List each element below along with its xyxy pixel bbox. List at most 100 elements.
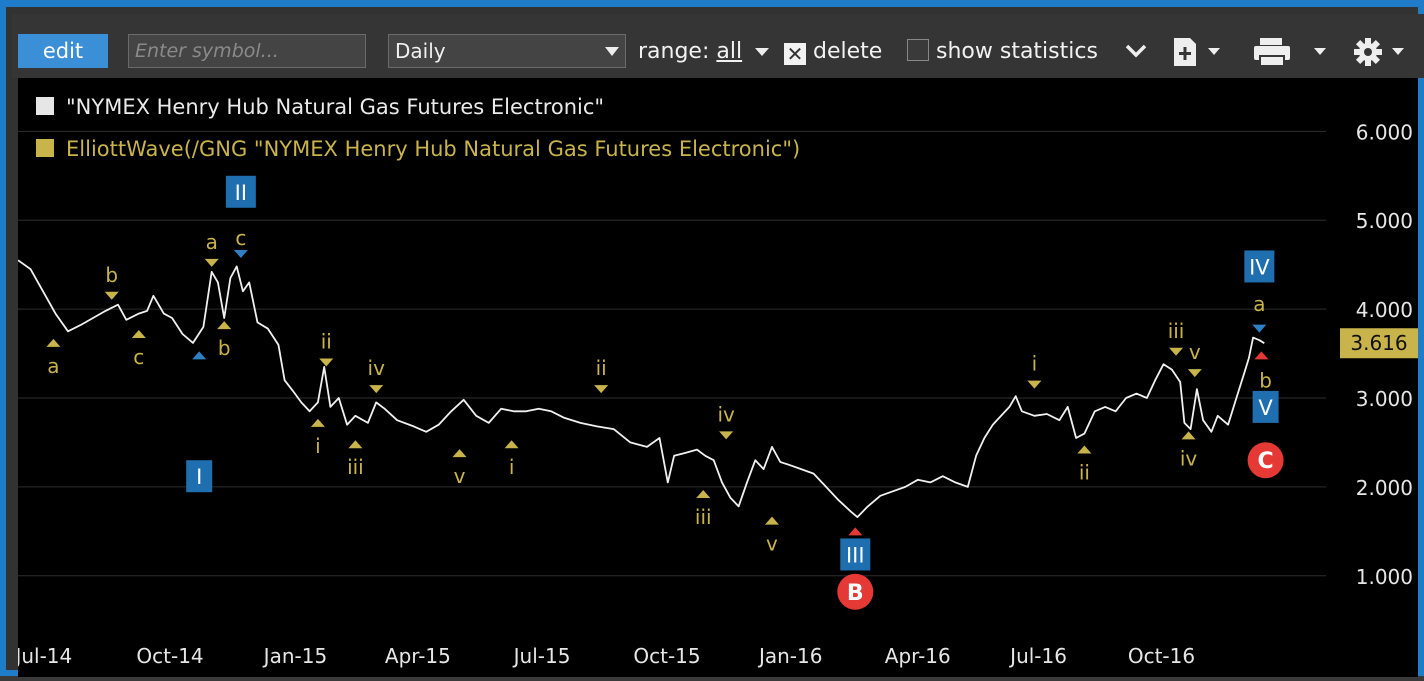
y-tick-label: 5.000 — [1356, 209, 1413, 233]
expand-button[interactable] — [1124, 36, 1148, 74]
wave-label: iii — [695, 505, 712, 529]
settings-menu-button[interactable] — [1354, 36, 1420, 78]
wave-label-down-marker — [1169, 347, 1184, 356]
wave-label-up-marker — [217, 321, 232, 330]
export-menu-button[interactable] — [1172, 36, 1228, 78]
y-tick-label: 2.000 — [1356, 476, 1413, 500]
wave-label-down-marker — [1187, 369, 1202, 378]
wave-label: i — [315, 434, 321, 458]
study-legend-label: ElliottWave(/GNG "NYMEX Henry Hub Natura… — [66, 137, 800, 161]
wave-label-up-marker — [1077, 445, 1092, 454]
legend: "NYMEX Henry Hub Natural Gas Futures Ele… — [36, 95, 800, 161]
wave-label: a — [47, 354, 59, 378]
wave-label-text: v — [766, 532, 778, 556]
print-menu-button[interactable] — [1252, 36, 1328, 78]
range-dropdown[interactable]: range: all — [638, 36, 770, 68]
wave-label: iii — [347, 455, 364, 479]
wave-label-down-marker — [719, 431, 734, 440]
x-tick-label: Apr-15 — [385, 644, 451, 668]
y-tick-label: 4.000 — [1356, 298, 1413, 322]
wave-label: iv — [368, 356, 386, 380]
wave-label-text: iv — [717, 402, 735, 426]
wave-label: iii — [1168, 319, 1185, 343]
major-wave-badge — [186, 460, 213, 493]
study-legend-swatch — [36, 139, 54, 157]
wave-label-down-marker — [319, 358, 334, 367]
wave-label: iv — [1180, 446, 1198, 470]
wave-label-text: b — [1259, 368, 1272, 392]
printer-icon — [1254, 38, 1326, 67]
wave-label-text: c — [235, 226, 246, 250]
major-wave-badge — [1244, 250, 1275, 283]
wave-pivot-marker — [192, 351, 207, 360]
wave-label-text: ii — [596, 356, 607, 380]
wave-label-up-marker — [696, 490, 711, 498]
wave-label: v — [1189, 340, 1201, 364]
wave-label-up-marker — [131, 330, 146, 338]
range-value: all — [716, 39, 743, 64]
major-wave-badge — [1252, 390, 1279, 423]
chevron-down-icon — [605, 47, 619, 56]
show-statistics-checkbox[interactable]: show statistics — [907, 36, 1098, 68]
show-statistics-label: show statistics — [936, 39, 1098, 64]
x-tick-label: Oct-14 — [136, 644, 203, 668]
period-select[interactable]: Daily — [388, 34, 626, 68]
wave-label-text: i — [1032, 352, 1038, 376]
red-pivot-marker — [848, 527, 863, 536]
wave-label: b — [218, 336, 231, 360]
edit-button[interactable]: edit — [18, 34, 108, 68]
circle-marker — [837, 573, 874, 610]
y-tick-label: 6.000 — [1356, 120, 1413, 144]
circle-marker-label: B — [847, 581, 864, 606]
circle-marker — [1247, 442, 1284, 479]
x-tick-label: Jan-16 — [757, 644, 823, 668]
y-tick-label: 3.000 — [1356, 387, 1413, 411]
price-legend-label: "NYMEX Henry Hub Natural Gas Futures Ele… — [66, 95, 604, 119]
chevron-down-icon — [755, 48, 770, 56]
chart-area[interactable]: a b c a b ii i iv iii v i ii iv iii v i ii iii v iv c a b II I II… — [13, 78, 1418, 677]
checkbox-icon — [907, 39, 929, 61]
wave-label-down-marker — [104, 291, 119, 300]
wave-label: b — [105, 263, 118, 287]
major-wave-badge — [225, 175, 256, 208]
wave-label: a — [206, 230, 218, 254]
x-tick-label: Jan-15 — [262, 644, 328, 668]
wave-label-text: v — [454, 464, 466, 488]
wave-label-text: c — [133, 345, 144, 369]
wave-label-text: iv — [1180, 446, 1198, 470]
last-price-badge — [1340, 328, 1418, 359]
wave-label: i — [509, 455, 515, 479]
price-legend-swatch — [36, 97, 54, 115]
last-price-label: 3.616 — [1350, 331, 1407, 355]
wave-pivot-marker — [1252, 324, 1267, 333]
wave-label-down-marker — [204, 258, 219, 267]
x-tick-label: Jul-15 — [512, 644, 571, 668]
wave-label: ii — [596, 356, 607, 380]
chevron-down-icon — [1125, 44, 1147, 58]
close-icon: ✕ — [784, 43, 806, 65]
wave-label-down-marker — [1027, 380, 1042, 389]
symbol-input[interactable] — [128, 34, 366, 68]
wave-label-text: iii — [347, 455, 364, 479]
x-tick-label: Oct-15 — [633, 644, 700, 668]
toolbar: edit Daily range: all ✕ delete show stat… — [12, 14, 1424, 78]
wave-label-up-marker — [46, 338, 61, 347]
major-wave-label: I — [196, 465, 202, 489]
major-wave-label: V — [1258, 396, 1273, 420]
wave-label: ii — [1079, 461, 1090, 485]
wave-label-text: ii — [1079, 461, 1090, 485]
wave-label-text: a — [1253, 292, 1265, 316]
wave-label: v — [454, 464, 466, 488]
wave-label: c — [133, 345, 144, 369]
wave-label: v — [766, 532, 778, 556]
wave-label: ii — [321, 329, 332, 353]
gear-icon — [1354, 38, 1404, 66]
wave-pivot-marker — [233, 250, 248, 258]
wave-label-text: v — [1189, 340, 1201, 364]
wave-label: i — [1032, 352, 1038, 376]
x-tick-label: Apr-16 — [885, 644, 951, 668]
wave-label-text: ii — [321, 329, 332, 353]
delete-button[interactable]: ✕ delete — [784, 36, 882, 68]
